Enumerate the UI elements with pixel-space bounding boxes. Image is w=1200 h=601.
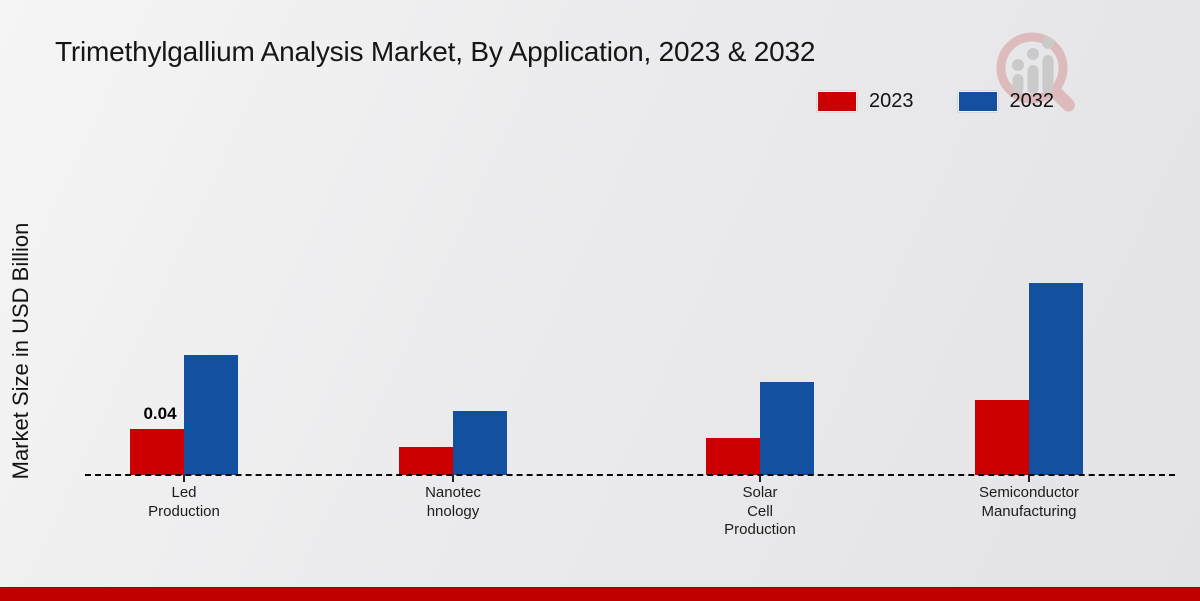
x-axis-category-label: Semiconductor Manufacturing xyxy=(978,484,1080,520)
x-axis-category-label: Nanotec hnology xyxy=(425,484,481,520)
footer-red-band xyxy=(0,587,1200,601)
x-axis-tick xyxy=(1028,475,1030,482)
x-axis-tick xyxy=(452,475,454,482)
legend-label: 2023 xyxy=(869,90,914,112)
legend-item-2023: 2023 xyxy=(817,90,914,113)
bar-2032-led-production xyxy=(184,355,238,475)
legend-item-2032: 2032 xyxy=(957,90,1055,113)
bar-data-label: 0.04 xyxy=(143,404,177,423)
x-axis-category-label: Led Production xyxy=(148,484,220,520)
legend-label: 2032 xyxy=(1009,90,1055,112)
legend-swatch-2032 xyxy=(957,91,998,112)
bar-2032-semiconductor-manufacturing xyxy=(1029,283,1083,475)
magnifier-chart-icon xyxy=(996,32,1075,112)
x-axis-line xyxy=(85,474,1175,476)
bar-2023-nanotechnology xyxy=(399,447,453,475)
bar-2032-solar-cell-production xyxy=(760,382,814,475)
chart-title: Trimethylgallium Analysis Market, By App… xyxy=(55,36,816,67)
bar-2032-nanotechnology xyxy=(453,411,507,475)
legend: 2023 2032 xyxy=(817,90,1054,113)
x-axis-tick xyxy=(759,475,761,482)
bar-2023-led-production xyxy=(130,429,184,475)
bar-2023-semiconductor-manufacturing xyxy=(975,400,1029,475)
x-axis-category-label: Solar Cell Production xyxy=(724,484,796,538)
x-axis-tick xyxy=(183,475,185,482)
brand-magnifier-chart-icon xyxy=(992,28,1078,118)
legend-swatch-2023 xyxy=(817,91,857,112)
bar-2023-solar-cell-production xyxy=(706,438,760,475)
